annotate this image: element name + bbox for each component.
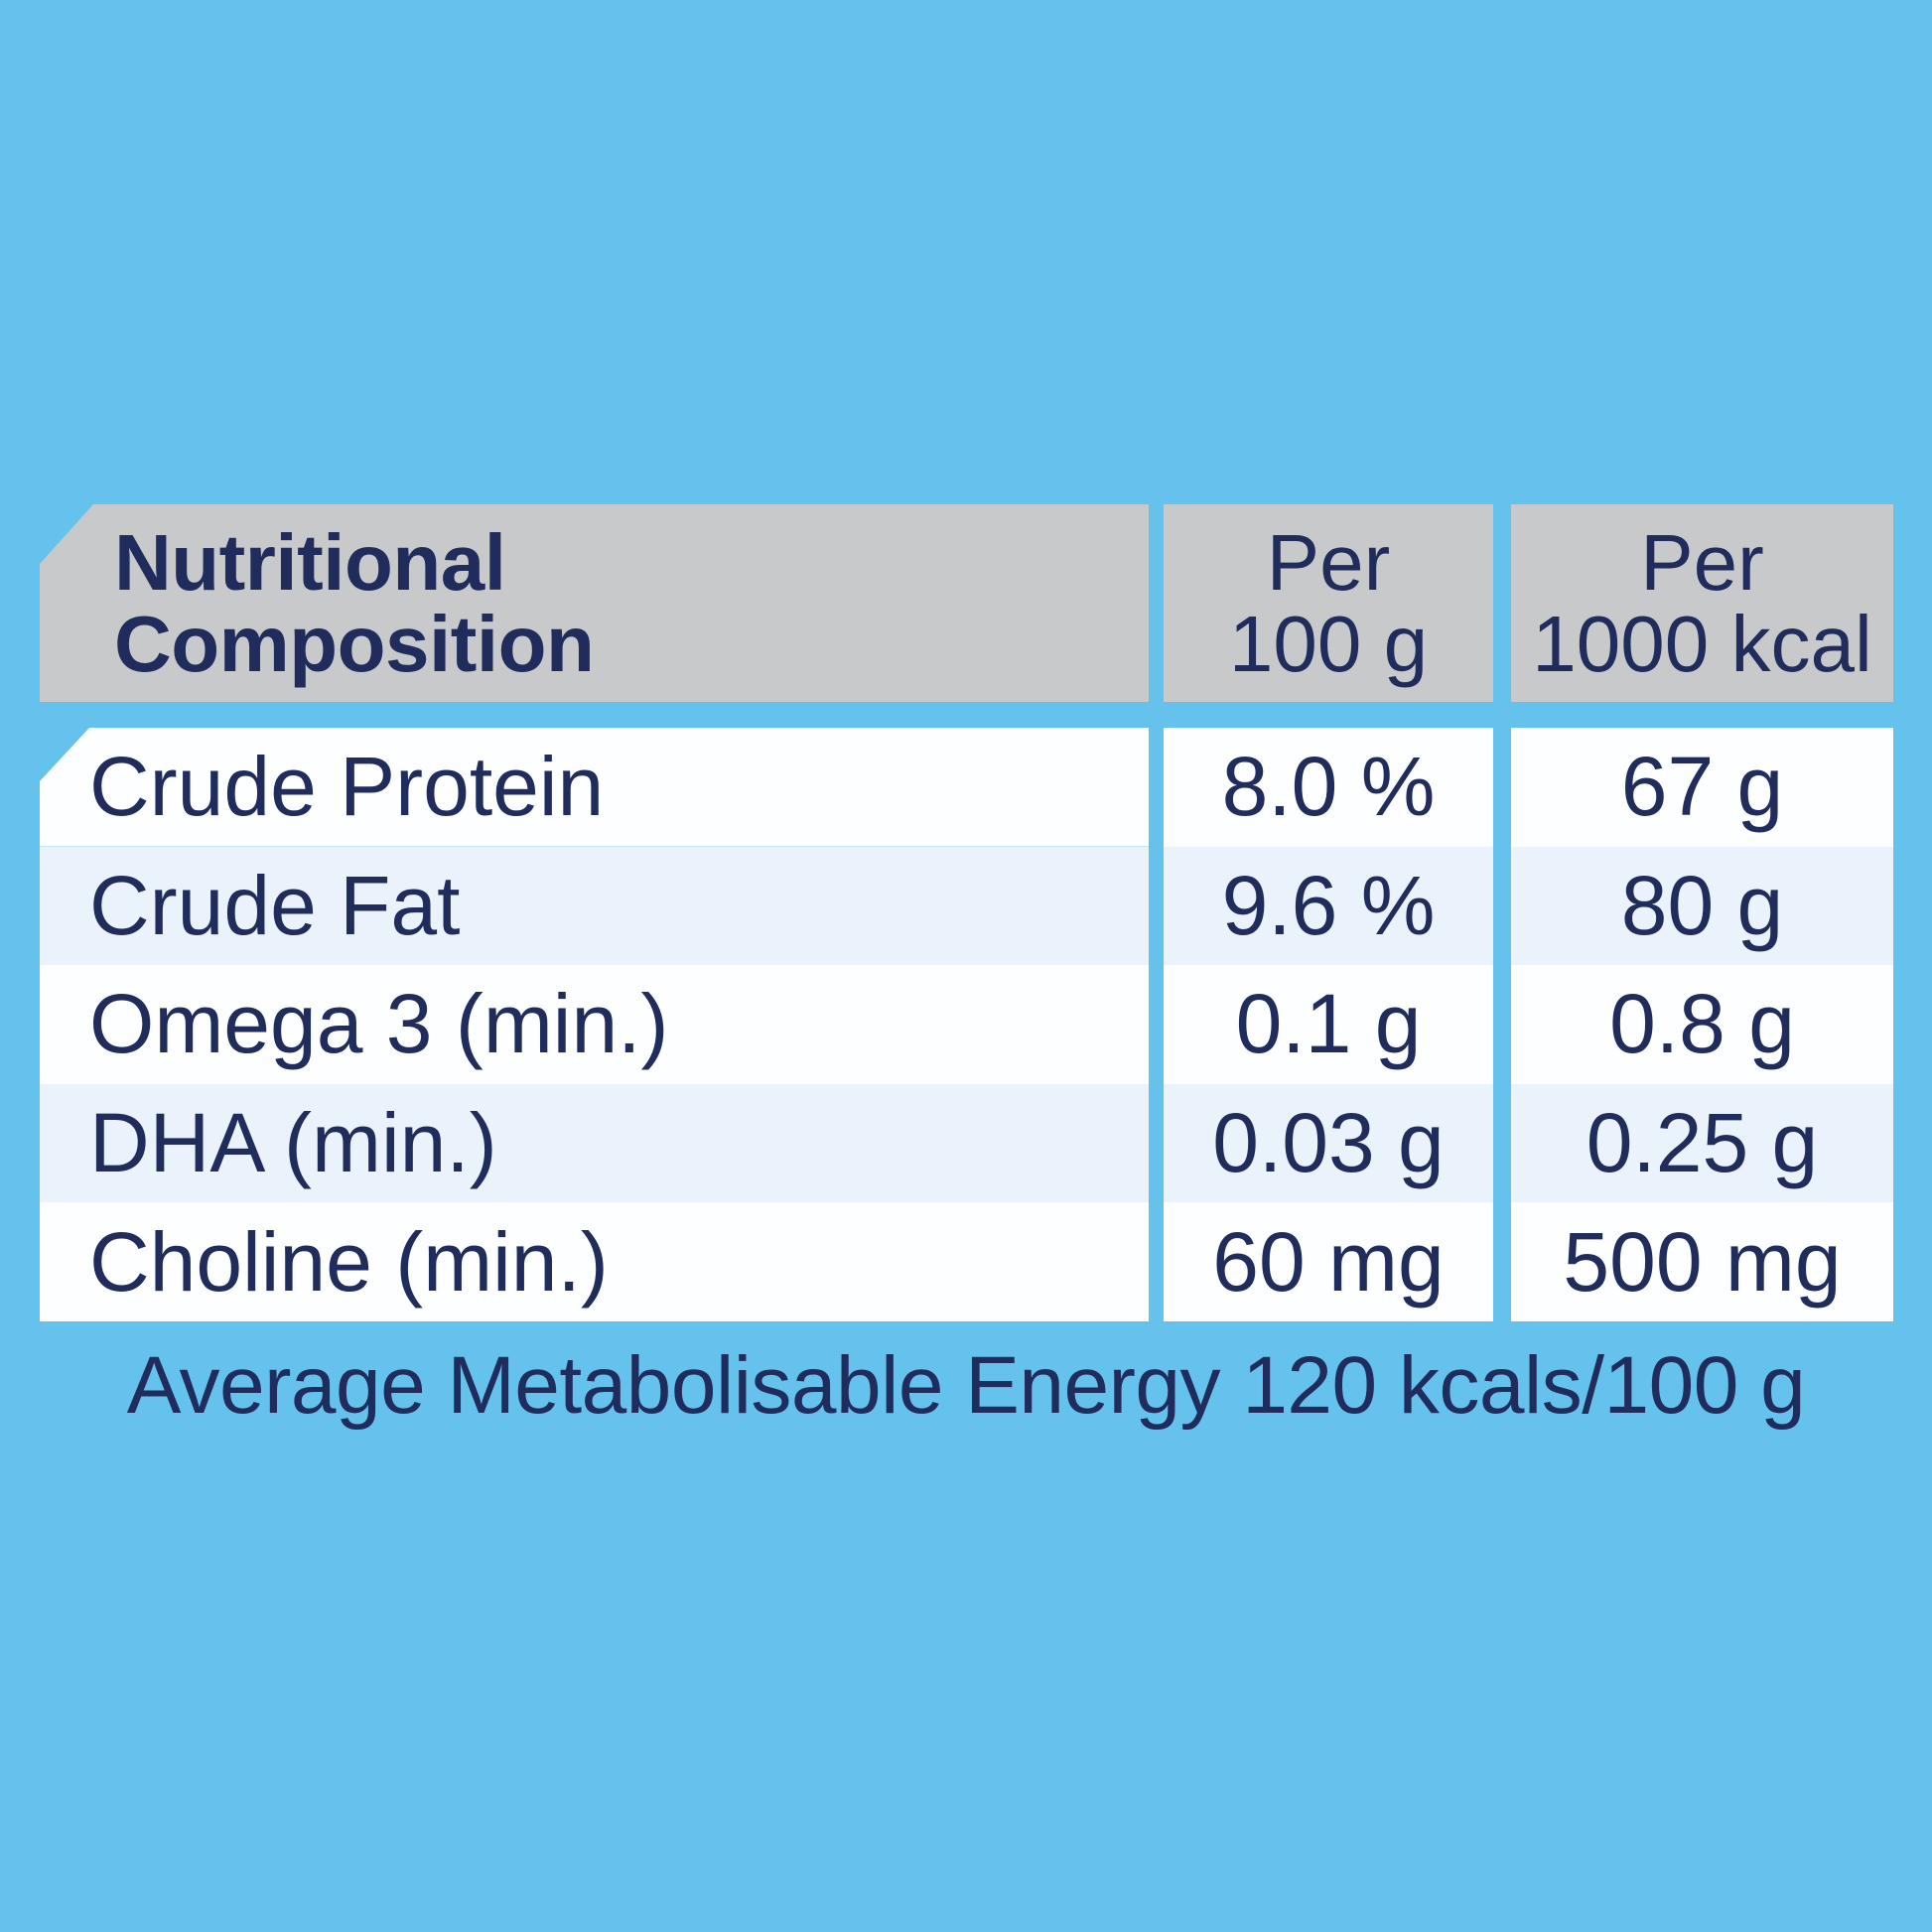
- value-per-1000kcal: 0.25 g: [1511, 1083, 1893, 1203]
- table-row: Choline (min.) 60 mg 500 mg: [40, 1202, 1893, 1321]
- metabolisable-energy-note: Average Metabolisable Energy 120 kcals/1…: [126, 1340, 1806, 1431]
- row-label: Crude Protein: [40, 728, 1149, 847]
- table-header-row: Nutritional Composition Per 100 g Per 10…: [40, 504, 1893, 702]
- value-per-1000kcal: 500 mg: [1511, 1202, 1893, 1321]
- col-header-per-100g: Per 100 g: [1164, 504, 1493, 702]
- row-label: Crude Fat: [40, 846, 1149, 966]
- value-per-100g: 9.6 %: [1164, 846, 1493, 966]
- value-per-100g: 60 mg: [1164, 1202, 1493, 1321]
- value-per-100g: 8.0 %: [1164, 728, 1493, 847]
- table-row: Crude Protein 8.0 % 67 g: [40, 728, 1893, 847]
- row-label: DHA (min.): [40, 1083, 1149, 1203]
- row-label: Omega 3 (min.): [40, 965, 1149, 1084]
- value-per-100g: 0.1 g: [1164, 965, 1493, 1084]
- table-row: Crude Fat 9.6 % 80 g: [40, 846, 1893, 966]
- row-label: Choline (min.): [40, 1202, 1149, 1321]
- value-per-1000kcal: 67 g: [1511, 728, 1893, 847]
- value-per-1000kcal: 0.8 g: [1511, 965, 1893, 1084]
- value-per-1000kcal: 80 g: [1511, 846, 1893, 966]
- table-row: Omega 3 (min.) 0.1 g 0.8 g: [40, 965, 1893, 1084]
- nutrition-table: Nutritional Composition Per 100 g Per 10…: [40, 504, 1893, 1321]
- value-per-100g: 0.03 g: [1164, 1083, 1493, 1203]
- header-title: Nutritional Composition: [40, 504, 1149, 702]
- table-row: DHA (min.) 0.03 g 0.25 g: [40, 1083, 1893, 1203]
- col-header-per-1000kcal: Per 1000 kcal: [1511, 504, 1893, 702]
